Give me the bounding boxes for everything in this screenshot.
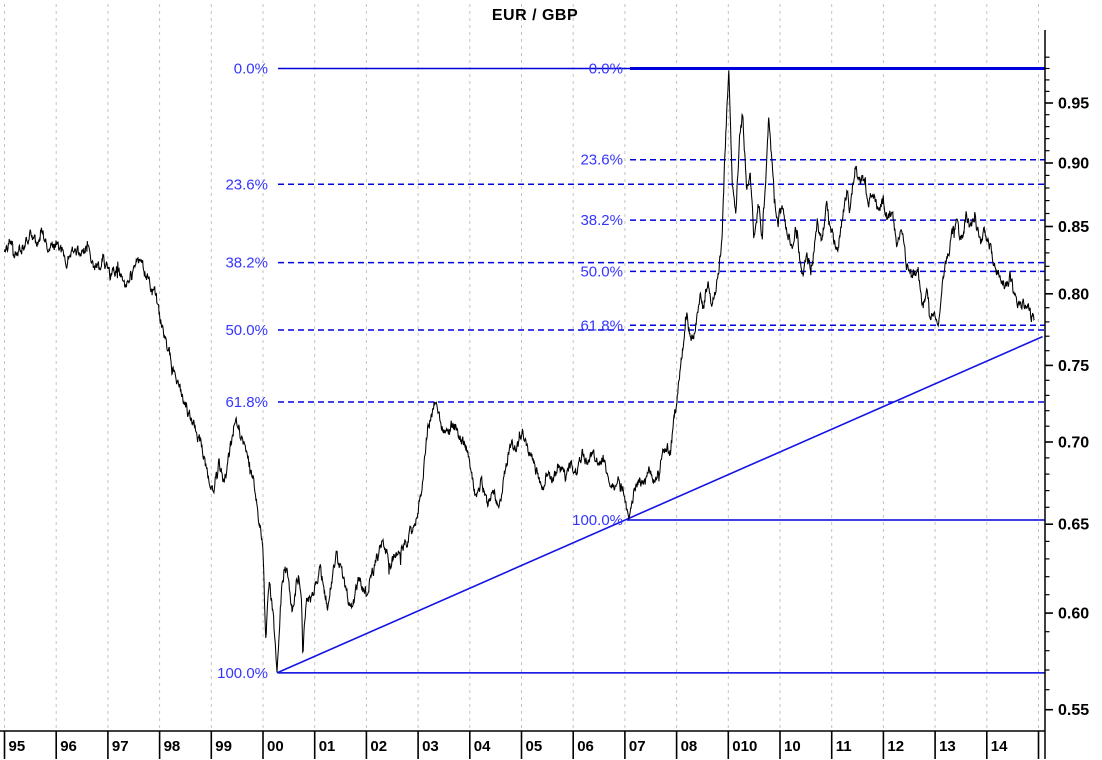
x-axis-label: 95 [9,738,26,755]
y-axis-label: 0.70 [1058,435,1089,452]
y-axis-label: 0.75 [1058,358,1089,375]
y-axis-label: 0.55 [1058,702,1089,719]
fib-level-label: 0.0% [589,61,623,78]
x-axis-label: 98 [164,738,181,755]
fibonacci-labels: 0.0% 23.6% 38.2% 50.0% 61.8% 100.0% 0.0% 23.6% 3… [217,61,623,682]
x-axis-label: 01 [319,738,336,755]
fib-level-label: 23.6% [580,152,623,169]
fib-level-label: 100.0% [217,665,268,682]
y-axis-label: 0.80 [1058,286,1089,303]
x-axis-label: 96 [60,738,77,755]
x-axis-label: 04 [474,738,491,755]
fib-level-label: 38.2% [225,255,268,272]
price-series [3,70,1035,673]
y-axis-label: 0.90 [1058,156,1089,173]
x-axis-label: 02 [370,738,387,755]
x-axis-strip [0,730,1045,759]
trend-line [276,335,1043,674]
x-axis-label: 13 [939,738,956,755]
fibonacci-levels [278,67,1045,674]
x-axis-label: 99 [215,738,232,755]
x-axis-label: 08 [681,738,698,755]
x-axis-label: 10 [784,738,801,755]
fibonacci-set-2 [627,67,1045,521]
y-axis-label: 0.60 [1058,606,1089,623]
x-axis-label: 00 [267,738,284,755]
x-axis-label: 12 [887,738,904,755]
fib-level-label: 50.0% [225,322,268,339]
x-axis-label: 06 [577,738,594,755]
fib-level-label: 50.0% [580,263,623,280]
x-axis-label: 11 [836,738,852,755]
fib-level-label: 0.0% [234,61,268,78]
fib-level-label: 38.2% [580,212,623,229]
x-axis-labels: 95 96 97 98 99 00 01 02 03 04 05 06 07 08 010 10 11 12 13 1… [9,738,1009,755]
vertical-gridlines [4,4,1039,731]
y-axis-label: 0.95 [1058,96,1089,113]
fib-level-label: 100.0% [572,512,623,529]
x-axis-label: 05 [526,738,543,755]
x-axis-label: 03 [422,738,439,755]
y-axis-labels: 0.95 0.90 0.85 0.80 0.75 0.70 0.65 0.60 0.55 [1058,96,1089,720]
fib-level-label: 61.8% [580,317,623,334]
fib-level-label: 23.6% [225,176,268,193]
y-axis-label: 0.85 [1058,219,1089,236]
x-axis-label: 010 [732,738,757,755]
x-axis-label: 07 [629,738,646,755]
y-axis [1044,30,1053,759]
x-axis-label: 97 [112,738,129,755]
y-axis-label: 0.65 [1058,517,1089,534]
fib-level-label: 61.8% [225,394,268,411]
x-axis-label: 14 [991,738,1008,755]
